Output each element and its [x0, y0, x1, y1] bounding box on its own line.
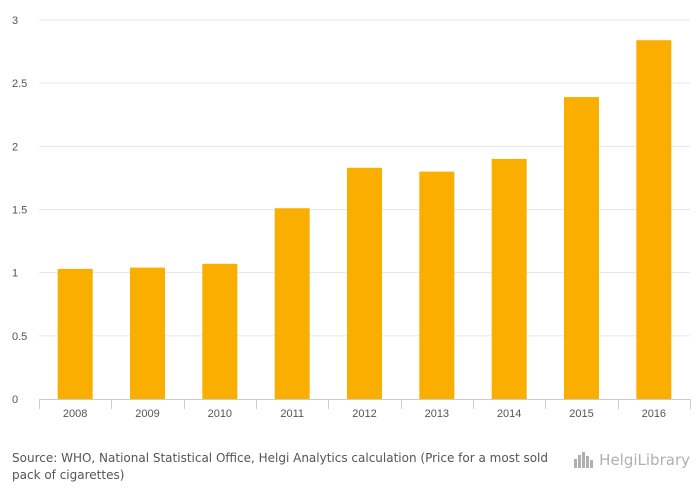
- y-axis-ticks: 0 0.5 1 1.5 2 2.5 3: [12, 15, 27, 406]
- bar-2013: [419, 171, 455, 399]
- x-tick-label-2011: 2011: [280, 408, 304, 420]
- x-tick-label-2012: 2012: [352, 408, 376, 420]
- x-tick-label-2016: 2016: [642, 408, 666, 420]
- logo-text: HelgiLibrary: [599, 451, 690, 469]
- bar-2015: [564, 97, 599, 400]
- y-tick-label-2: 2: [12, 141, 18, 153]
- bar-2008: [57, 268, 93, 399]
- x-axis: 2008 2009 2010 2011 2012 2013 2014 2015 2016: [39, 399, 691, 420]
- bar-chart: 00.511.522.53 2008 2009 2010 2011 2012 2013 20…: [12, 15, 691, 420]
- y-tick-label-1: 1: [12, 268, 18, 280]
- bar-2016: [636, 40, 672, 400]
- y-tick-label-0.5: 0.5: [12, 331, 27, 343]
- y-tick-label-0: 0: [12, 394, 18, 406]
- bar-2014: [491, 158, 527, 399]
- x-tick-label-2015: 2015: [569, 408, 593, 420]
- logo-skyline-icon: [574, 452, 594, 468]
- x-tick-label-2013: 2013: [425, 408, 449, 420]
- bars: [57, 40, 672, 400]
- x-tick-label-2008: 2008: [63, 408, 87, 420]
- y-tick-label-1.5: 1.5: [12, 205, 27, 217]
- x-tick-label-2009: 2009: [135, 408, 159, 420]
- bar-2010: [202, 263, 238, 399]
- bar-2011: [274, 208, 310, 399]
- helgi-library-logo: HelgiLibrary: [573, 449, 690, 471]
- bar-2012: [347, 167, 382, 399]
- x-tick-label-2014: 2014: [497, 408, 521, 420]
- source-note: Source: WHO, National Statistical Office…: [12, 451, 549, 482]
- y-tick-label-2.5: 2.5: [12, 78, 27, 90]
- y-tick-label-3: 3: [12, 15, 18, 27]
- bar-2009: [130, 267, 165, 399]
- x-tick-label-2010: 2010: [208, 408, 232, 420]
